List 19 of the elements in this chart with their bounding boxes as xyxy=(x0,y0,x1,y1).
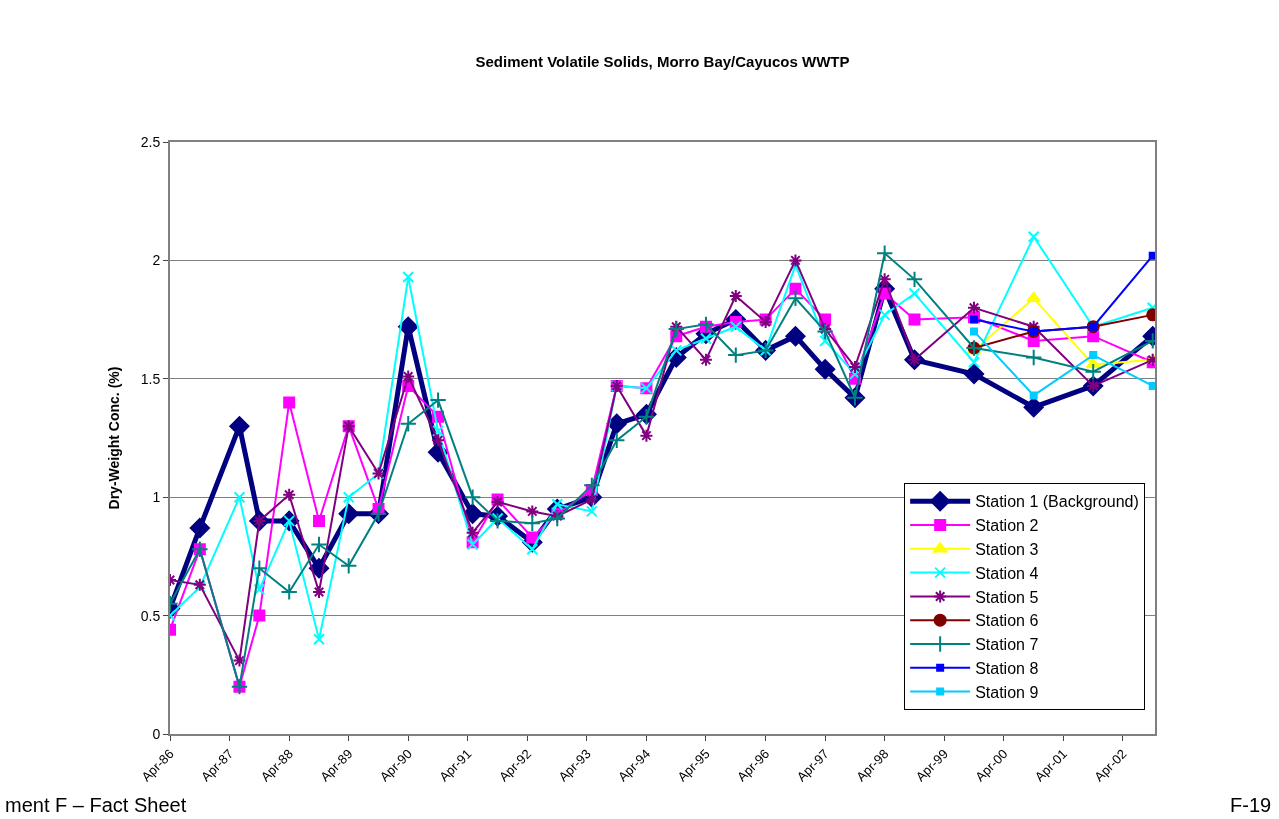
text: F-19 xyxy=(1230,794,1272,816)
y-tick-label: 2 xyxy=(152,252,161,269)
y-tick-label: 0 xyxy=(152,725,161,742)
legend-label: Station 4 xyxy=(975,564,1039,582)
legend-label: Station 7 xyxy=(975,636,1039,654)
y-axis-title: Dry-Weight Conc. (%) xyxy=(105,366,122,510)
y-tick-label: 0.5 xyxy=(140,607,161,624)
legend-label: Station 5 xyxy=(975,588,1039,606)
y-tick-label: 1 xyxy=(152,489,161,506)
legend-label: Station 9 xyxy=(975,683,1039,701)
legend-label: Station 1 (Background) xyxy=(975,493,1139,511)
legend-label: Station 3 xyxy=(975,541,1039,559)
chart-title: Sediment Volatile Solids, Morro Bay/Cayucos WWTP xyxy=(475,52,850,70)
text: ment F – Fact Sheet xyxy=(5,794,187,816)
y-tick-label: 1.5 xyxy=(140,370,161,387)
legend-label: Station 8 xyxy=(975,660,1039,678)
y-tick-label: 2.5 xyxy=(140,133,161,150)
legend-label: Station 2 xyxy=(975,517,1039,535)
legend-label: Station 6 xyxy=(975,612,1039,630)
